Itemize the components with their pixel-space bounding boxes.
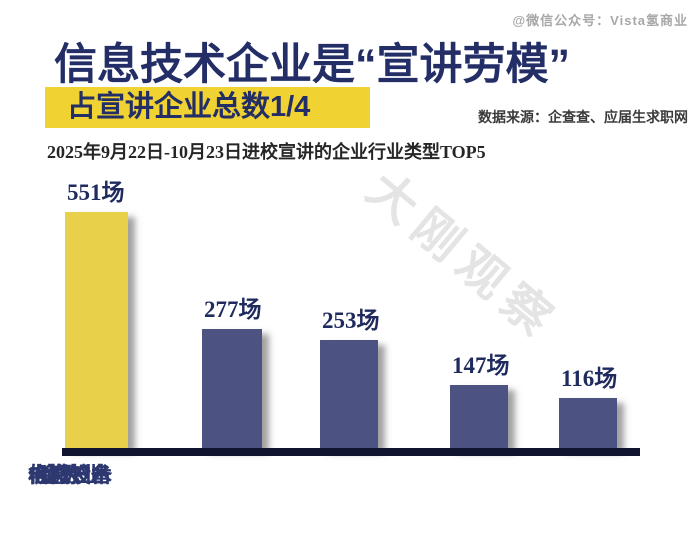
bar-finance: [450, 385, 508, 448]
bar-value-label: 147场: [452, 353, 510, 378]
bar-group-construction: 277场: [202, 290, 262, 448]
bar-power-equipment: [559, 398, 617, 448]
bar-value-label: 116场: [561, 366, 618, 391]
x-axis-line: [62, 448, 640, 456]
bar-construction: [202, 329, 262, 448]
bar-value-label: 253场: [322, 308, 380, 333]
bar-value-label: 551场: [67, 180, 125, 205]
bar-group-power-equipment: 116场: [559, 359, 617, 448]
bar-value-label: 277场: [204, 297, 262, 322]
category-label-power-equipment: 电力设备: [28, 464, 112, 487]
bar-machinery: [320, 340, 378, 448]
bar-information-technology: [65, 212, 128, 448]
page-title: 信息技术企业是“宣讲劳模”: [54, 41, 570, 89]
subtitle-highlight: 占宣讲企业总数1/4: [45, 87, 370, 128]
category-label-machinery: 机械设备: [28, 464, 112, 487]
category-label-information-technology: 信息技术: [28, 464, 112, 487]
category-label-construction: 建筑业: [38, 464, 102, 487]
data-source-note: 数据来源：企查查、应届生求职网: [478, 111, 688, 126]
account-watermark: @微信公众号：Vista氢商业: [512, 13, 688, 28]
bar-group-information-technology: 551场: [65, 173, 128, 448]
chart-caption: 2025年9月22日-10月23日进校宣讲的企业行业类型TOP5: [47, 142, 486, 162]
bar-group-machinery: 253场: [320, 301, 380, 448]
bar-group-finance: 147场: [450, 346, 510, 448]
category-label-finance: 金融业: [38, 464, 102, 487]
